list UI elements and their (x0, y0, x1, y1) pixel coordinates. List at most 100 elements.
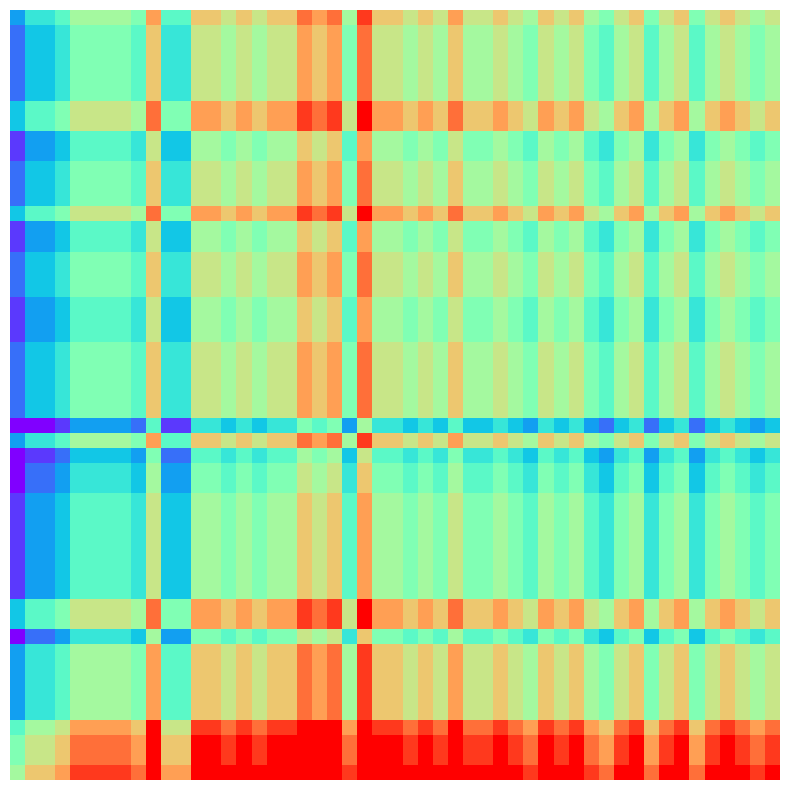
heatmap-cell (206, 252, 221, 267)
heatmap-cell (342, 538, 357, 554)
heatmap-cell (493, 101, 508, 116)
heatmap-cell (55, 357, 70, 372)
heatmap-cell (116, 508, 131, 523)
heatmap-cell (493, 387, 508, 403)
heatmap-cell (584, 659, 599, 674)
heatmap-cell (735, 357, 750, 372)
heatmap-cell (342, 327, 357, 342)
heatmap-cell (720, 206, 735, 221)
heatmap-cell (10, 629, 25, 644)
heatmap-cell (327, 176, 342, 191)
heatmap-cell (70, 493, 85, 508)
heatmap-cell (116, 131, 131, 146)
heatmap-cell (599, 40, 614, 55)
heatmap-cell (493, 659, 508, 674)
heatmap-cell (70, 327, 85, 342)
heatmap-cell (448, 70, 463, 85)
heatmap-cell (418, 191, 433, 206)
heatmap-cell (735, 478, 750, 493)
heatmap-cell (538, 584, 554, 599)
heatmap-cell (161, 312, 176, 327)
heatmap-cell (599, 569, 614, 584)
heatmap-cell (614, 403, 629, 418)
heatmap-cell (705, 85, 720, 101)
heatmap-cell (387, 357, 403, 372)
heatmap-cell (478, 674, 493, 689)
heatmap-cell (70, 25, 85, 40)
heatmap-cell (191, 10, 206, 25)
heatmap-cell (55, 342, 70, 357)
heatmap-cell (85, 252, 101, 267)
heatmap-cell (705, 629, 720, 644)
heatmap-cell (750, 252, 765, 267)
heatmap-cell (554, 221, 569, 236)
heatmap-cell (735, 689, 750, 705)
heatmap-cell (644, 478, 659, 493)
heatmap-cell (327, 297, 342, 312)
heatmap-cell (146, 448, 161, 463)
heatmap-cell (116, 101, 131, 116)
heatmap-cell (282, 765, 297, 780)
heatmap-cell (705, 614, 720, 629)
heatmap-cell (523, 554, 538, 569)
heatmap-cell (644, 10, 659, 25)
heatmap-cell (327, 70, 342, 85)
heatmap-cell (720, 267, 735, 282)
heatmap-cell (101, 206, 116, 221)
heatmap-cell (161, 387, 176, 403)
heatmap-cell (735, 312, 750, 327)
heatmap-cell (523, 523, 538, 538)
heatmap-cell (448, 720, 463, 735)
heatmap-cell (297, 176, 312, 191)
heatmap-cell (161, 70, 176, 85)
heatmap-cell (357, 252, 372, 267)
heatmap-cell (569, 10, 584, 25)
heatmap-cell (478, 357, 493, 372)
heatmap-cell (538, 70, 554, 85)
heatmap-cell (10, 750, 25, 765)
heatmap-cell (327, 599, 342, 614)
heatmap-cell (25, 614, 40, 629)
heatmap-cell (629, 342, 644, 357)
heatmap-cell (221, 312, 236, 327)
heatmap-cell (448, 25, 463, 40)
heatmap-cell (448, 523, 463, 538)
heatmap-cell (267, 705, 282, 720)
heatmap-cell (116, 765, 131, 780)
heatmap-cell (40, 70, 55, 85)
heatmap-cell (674, 538, 689, 554)
heatmap-cell (689, 10, 705, 25)
heatmap-cell (735, 10, 750, 25)
heatmap-cell (614, 372, 629, 387)
heatmap-cell (599, 705, 614, 720)
heatmap-cell (372, 403, 387, 418)
heatmap-cell (538, 629, 554, 644)
heatmap-cell (327, 372, 342, 387)
heatmap-cell (116, 85, 131, 101)
heatmap-cell (312, 599, 327, 614)
heatmap-cell (644, 372, 659, 387)
heatmap-cell (644, 644, 659, 659)
heatmap-cell (705, 463, 720, 478)
heatmap-cell (176, 508, 191, 523)
heatmap-cell (267, 508, 282, 523)
heatmap-cell (25, 403, 40, 418)
heatmap-cell (554, 584, 569, 599)
heatmap-cell (493, 236, 508, 252)
heatmap-cell (327, 221, 342, 236)
heatmap-cell (252, 463, 267, 478)
heatmap-cell (85, 569, 101, 584)
heatmap-cell (554, 538, 569, 554)
heatmap-cell (478, 705, 493, 720)
heatmap-cell (10, 569, 25, 584)
heatmap-cell (131, 689, 146, 705)
heatmap-cell (357, 387, 372, 403)
heatmap-cell (327, 765, 342, 780)
heatmap-cell (252, 312, 267, 327)
heatmap-cell (523, 478, 538, 493)
heatmap-cell (116, 750, 131, 765)
heatmap-cell (629, 372, 644, 387)
heatmap-cell (101, 372, 116, 387)
heatmap-cell (629, 70, 644, 85)
heatmap-cell (282, 161, 297, 176)
